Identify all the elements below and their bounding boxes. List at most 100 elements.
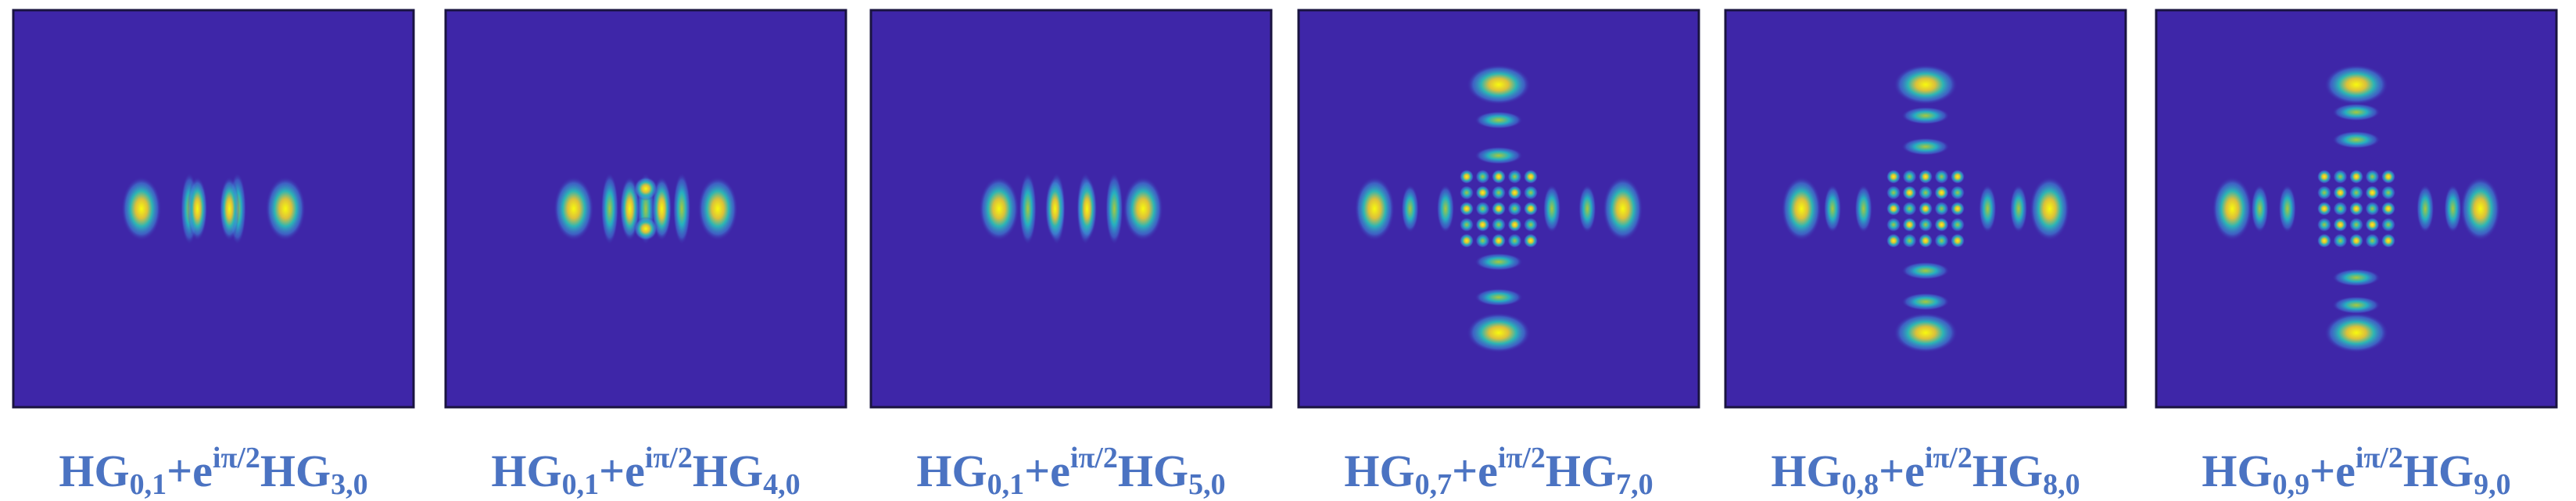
intensity-lobe bbox=[600, 172, 619, 245]
caption-superscript: iπ/2 bbox=[645, 442, 693, 474]
intensity-lobe bbox=[1950, 217, 1965, 232]
caption-text: HG bbox=[1344, 446, 1414, 496]
intensity-lobe bbox=[2381, 185, 2396, 200]
intensity-lobe bbox=[1491, 233, 1507, 249]
intensity-lobe bbox=[1854, 184, 1872, 233]
intensity-lobe bbox=[2348, 233, 2364, 249]
caption: HG0,8+eiπ/2HG8,0 bbox=[1771, 442, 2080, 501]
intensity-lobe bbox=[1401, 184, 1419, 233]
intensity-lobe bbox=[1123, 177, 1163, 241]
intensity-lobe bbox=[2333, 201, 2348, 217]
intensity-lobe bbox=[2381, 201, 2396, 217]
intensity-lobe bbox=[1491, 217, 1507, 232]
intensity-lobe bbox=[2365, 185, 2380, 200]
intensity-lobe bbox=[121, 177, 162, 241]
intensity-lobe bbox=[1934, 233, 1949, 249]
caption-text: HG bbox=[1771, 446, 1841, 496]
intensity-lobe bbox=[1950, 201, 1965, 217]
intensity-lobe bbox=[1886, 201, 1901, 217]
intensity-lobe bbox=[633, 217, 658, 241]
intensity-lobe bbox=[1523, 233, 1539, 249]
caption: HG0,9+eiπ/2HG9,0 bbox=[2202, 442, 2510, 501]
intensity-lobe bbox=[1475, 185, 1490, 200]
panel bbox=[12, 9, 415, 409]
intensity-lobe bbox=[1603, 177, 1643, 241]
intensity-lobe bbox=[1436, 184, 1455, 233]
intensity-lobe bbox=[1886, 169, 1901, 184]
caption-text: +e bbox=[167, 446, 213, 496]
intensity-lobe bbox=[1902, 201, 1917, 217]
intensity-lobe bbox=[1901, 138, 1950, 156]
intensity-lobe bbox=[265, 177, 306, 241]
intensity-lobe bbox=[697, 177, 738, 241]
intensity-lobe bbox=[2348, 217, 2364, 232]
intensity-lobe bbox=[2332, 268, 2381, 287]
intensity-lobe bbox=[1105, 172, 1123, 245]
panel bbox=[444, 9, 847, 409]
intensity-lobe bbox=[2324, 313, 2388, 353]
intensity-lobe bbox=[1918, 233, 1933, 249]
caption-subscript: 0,9 bbox=[2273, 468, 2310, 501]
intensity-lobe bbox=[1886, 185, 1901, 200]
intensity-lobe bbox=[1507, 201, 1522, 217]
intensity-lobe bbox=[2365, 217, 2380, 232]
intensity-lobe bbox=[1467, 313, 1531, 353]
intensity-lobe bbox=[2333, 169, 2348, 184]
intensity-lobe bbox=[1902, 217, 1917, 232]
intensity-lobe bbox=[1354, 177, 1395, 241]
intensity-lobe bbox=[1459, 169, 1474, 184]
intensity-lobe bbox=[1491, 185, 1507, 200]
intensity-lobe bbox=[2333, 185, 2348, 200]
caption-subscript: 9,0 bbox=[2474, 468, 2511, 501]
panel bbox=[1297, 9, 1700, 409]
caption-text: +e bbox=[2309, 446, 2356, 496]
intensity-lobe bbox=[1523, 201, 1539, 217]
caption-text: HG bbox=[693, 446, 763, 496]
intensity-lobe bbox=[2460, 177, 2501, 241]
panel-background bbox=[12, 9, 415, 409]
intensity-lobe bbox=[2251, 184, 2269, 233]
intensity-lobe bbox=[2332, 131, 2381, 149]
intensity-lobe bbox=[2316, 233, 2332, 249]
intensity-lobe bbox=[1934, 201, 1949, 217]
intensity-lobe bbox=[1474, 288, 1523, 306]
intensity-lobe bbox=[672, 172, 691, 245]
intensity-lobe bbox=[2444, 184, 2462, 233]
caption-subscript: 0,1 bbox=[130, 468, 167, 501]
intensity-lobe bbox=[1934, 169, 1949, 184]
caption-text: HG bbox=[491, 446, 561, 496]
intensity-lobe bbox=[1459, 201, 1474, 217]
intensity-lobe bbox=[1918, 217, 1933, 232]
caption-subscript: 0,1 bbox=[987, 468, 1025, 501]
caption-subscript: 5,0 bbox=[1188, 468, 1226, 501]
caption-superscript: iπ/2 bbox=[2356, 442, 2403, 474]
intensity-lobe bbox=[1934, 185, 1949, 200]
intensity-lobe bbox=[2212, 177, 2252, 241]
intensity-lobe bbox=[1507, 217, 1522, 232]
caption-superscript: iπ/2 bbox=[213, 442, 260, 474]
intensity-lobe bbox=[2348, 169, 2364, 184]
intensity-lobe bbox=[1491, 169, 1507, 184]
intensity-lobe bbox=[2365, 201, 2380, 217]
intensity-lobe bbox=[1950, 169, 1965, 184]
intensity-lobe bbox=[1475, 169, 1490, 184]
intensity-lobe bbox=[2332, 103, 2381, 121]
intensity-lobe bbox=[1523, 217, 1539, 232]
intensity-lobe bbox=[1902, 169, 1917, 184]
intensity-lobe bbox=[1475, 233, 1490, 249]
intensity-lobe bbox=[1459, 233, 1474, 249]
caption-superscript: iπ/2 bbox=[1498, 442, 1546, 474]
panel bbox=[1724, 9, 2127, 409]
intensity-lobe bbox=[1934, 217, 1949, 232]
intensity-lobe bbox=[1893, 64, 1958, 105]
intensity-lobe bbox=[1475, 217, 1490, 232]
caption-subscript: 4,0 bbox=[763, 468, 801, 501]
caption-text: +e bbox=[1879, 446, 1925, 496]
intensity-lobe bbox=[979, 177, 1019, 241]
intensity-lobe bbox=[2316, 201, 2332, 217]
intensity-lobe bbox=[2324, 64, 2388, 105]
intensity-lobe bbox=[2381, 217, 2396, 232]
intensity-lobe bbox=[1950, 185, 1965, 200]
caption-subscript: 0,8 bbox=[1842, 468, 1879, 501]
